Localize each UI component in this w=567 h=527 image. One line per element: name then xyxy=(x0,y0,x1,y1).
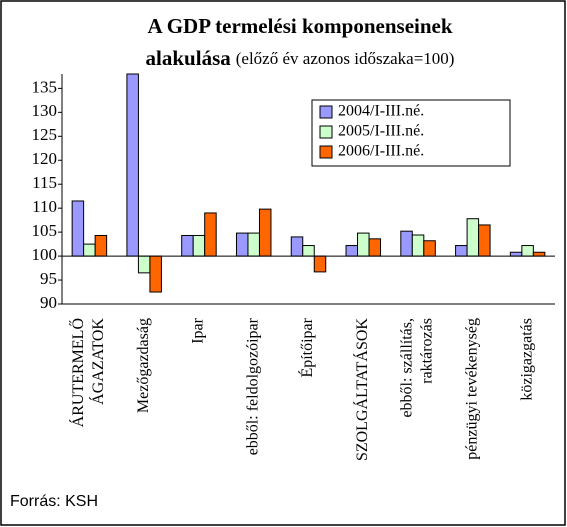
legend-swatch xyxy=(319,145,333,159)
bar xyxy=(290,236,304,257)
bar xyxy=(235,232,249,257)
y-tick-label: 105 xyxy=(32,221,58,240)
bar xyxy=(357,232,370,257)
bar xyxy=(313,255,327,273)
bar xyxy=(478,224,491,257)
bar xyxy=(532,251,546,257)
x-tick-label: Mezőgazdaság xyxy=(135,318,152,413)
bar xyxy=(204,212,217,257)
x-tick-label: közigazgatás xyxy=(518,318,535,401)
chart-title: A GDP termelési komponenseinek xyxy=(147,14,452,38)
legend-label: 2004/I-III.né. xyxy=(338,103,424,120)
x-tick-label: SZOLGÁLTATÁSOK xyxy=(352,318,371,461)
x-tick-label: pénzügyi tevékenység xyxy=(464,318,481,460)
bar xyxy=(71,200,85,257)
y-tick-label: 120 xyxy=(32,149,58,168)
bar xyxy=(149,255,162,293)
bar xyxy=(181,234,194,257)
legend-label: 2006/I-III.né. xyxy=(338,143,424,160)
x-tick-label: ÁGAZATOK xyxy=(88,318,107,405)
x-tick-label: ÁRUTERMELŐ xyxy=(68,318,87,427)
bar xyxy=(258,208,272,257)
bar xyxy=(400,230,413,257)
bar xyxy=(302,245,315,257)
x-tick-label: Építőipar xyxy=(297,317,316,377)
bar xyxy=(137,255,151,274)
bar xyxy=(411,234,425,257)
bar xyxy=(126,73,139,257)
y-tick-label: 115 xyxy=(32,173,57,192)
chart-subtitle: (előző év azonos időszaka=100) xyxy=(236,49,455,68)
bar xyxy=(466,218,480,257)
y-tick-label: 130 xyxy=(32,101,58,120)
legend-box xyxy=(311,99,511,167)
y-tick-label: 100 xyxy=(32,245,58,264)
bar xyxy=(345,245,359,257)
bar xyxy=(455,245,468,257)
chart-title-line2: alakulása (előző év azonos időszaka=100) xyxy=(146,46,455,70)
y-tick-label: 135 xyxy=(32,77,58,96)
legend-label: 2005/I-III.né. xyxy=(338,123,424,140)
x-tick-label: ebből: szállítás, xyxy=(399,318,416,418)
y-tick-label: 90 xyxy=(40,293,57,312)
x-tick-label: Ipar xyxy=(190,317,207,343)
source-note: Forrás: KSH xyxy=(10,493,98,510)
legend-swatch xyxy=(319,125,333,139)
bar xyxy=(83,243,96,257)
y-tick-label: 95 xyxy=(40,269,57,288)
chart-title-line2-text: alakulása xyxy=(146,46,232,70)
legend-swatch xyxy=(319,105,333,119)
bar xyxy=(423,240,436,257)
bar xyxy=(521,245,534,257)
x-tick-label: raktározás xyxy=(419,318,436,384)
y-tick-label: 110 xyxy=(32,197,57,216)
bar xyxy=(247,232,260,257)
x-tick-label: ebből: feldolgozóipar xyxy=(244,317,261,455)
bar xyxy=(192,234,206,257)
bar xyxy=(94,234,108,257)
bar xyxy=(509,251,523,257)
y-tick-label: 125 xyxy=(32,125,58,144)
bar xyxy=(368,238,382,257)
